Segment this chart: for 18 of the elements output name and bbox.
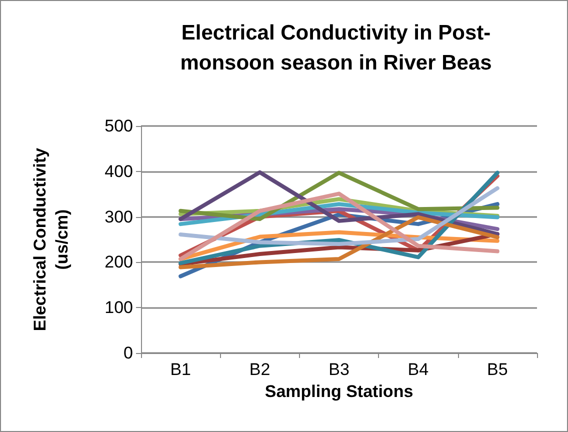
y-tick-label: 500 xyxy=(104,116,133,136)
line-series xyxy=(178,215,500,270)
line-series xyxy=(178,170,500,236)
chart-title: Electrical Conductivity in Post- monsoon season in River Beas xyxy=(180,22,492,74)
x-tick-label: B4 xyxy=(408,360,429,379)
x-tick-label: B2 xyxy=(249,360,270,379)
x-axis-title: Sampling Stations xyxy=(264,382,414,401)
x-tick-label: B3 xyxy=(328,360,350,379)
y-tick-label: 0 xyxy=(124,344,133,362)
x-tick-label: B5 xyxy=(487,360,508,379)
line-series xyxy=(178,186,500,246)
y-tick-label: 300 xyxy=(104,207,133,226)
x-tick-label: B1 xyxy=(170,360,191,379)
y-axis-title: Electrical Conductivity (us/cm) xyxy=(30,147,72,332)
y-tick-label: 200 xyxy=(104,252,133,272)
y-tick-label: 400 xyxy=(104,162,133,181)
y-tick-label: 100 xyxy=(104,298,133,318)
line-series xyxy=(178,192,500,262)
